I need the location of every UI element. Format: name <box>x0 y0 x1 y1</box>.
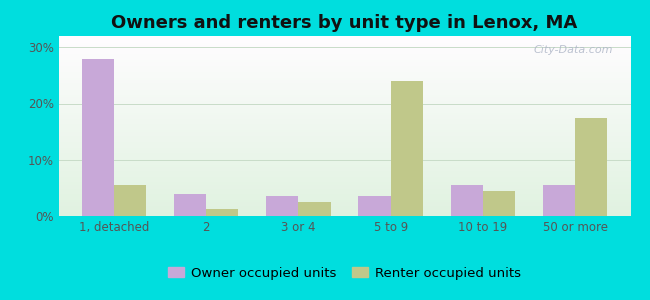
Bar <box>174 194 206 216</box>
Title: Owners and renters by unit type in Lenox, MA: Owners and renters by unit type in Lenox… <box>111 14 578 32</box>
Bar <box>483 191 515 216</box>
Bar <box>266 196 298 216</box>
Legend: Owner occupied units, Renter occupied units: Owner occupied units, Renter occupied un… <box>163 261 526 285</box>
Bar <box>298 202 331 216</box>
Bar <box>206 209 239 216</box>
Bar <box>450 185 483 216</box>
Bar <box>391 81 423 216</box>
Bar <box>81 58 114 216</box>
Bar <box>543 185 575 216</box>
Bar <box>114 185 146 216</box>
Text: City-Data.com: City-Data.com <box>534 45 614 55</box>
Bar <box>358 196 391 216</box>
Bar <box>575 118 608 216</box>
